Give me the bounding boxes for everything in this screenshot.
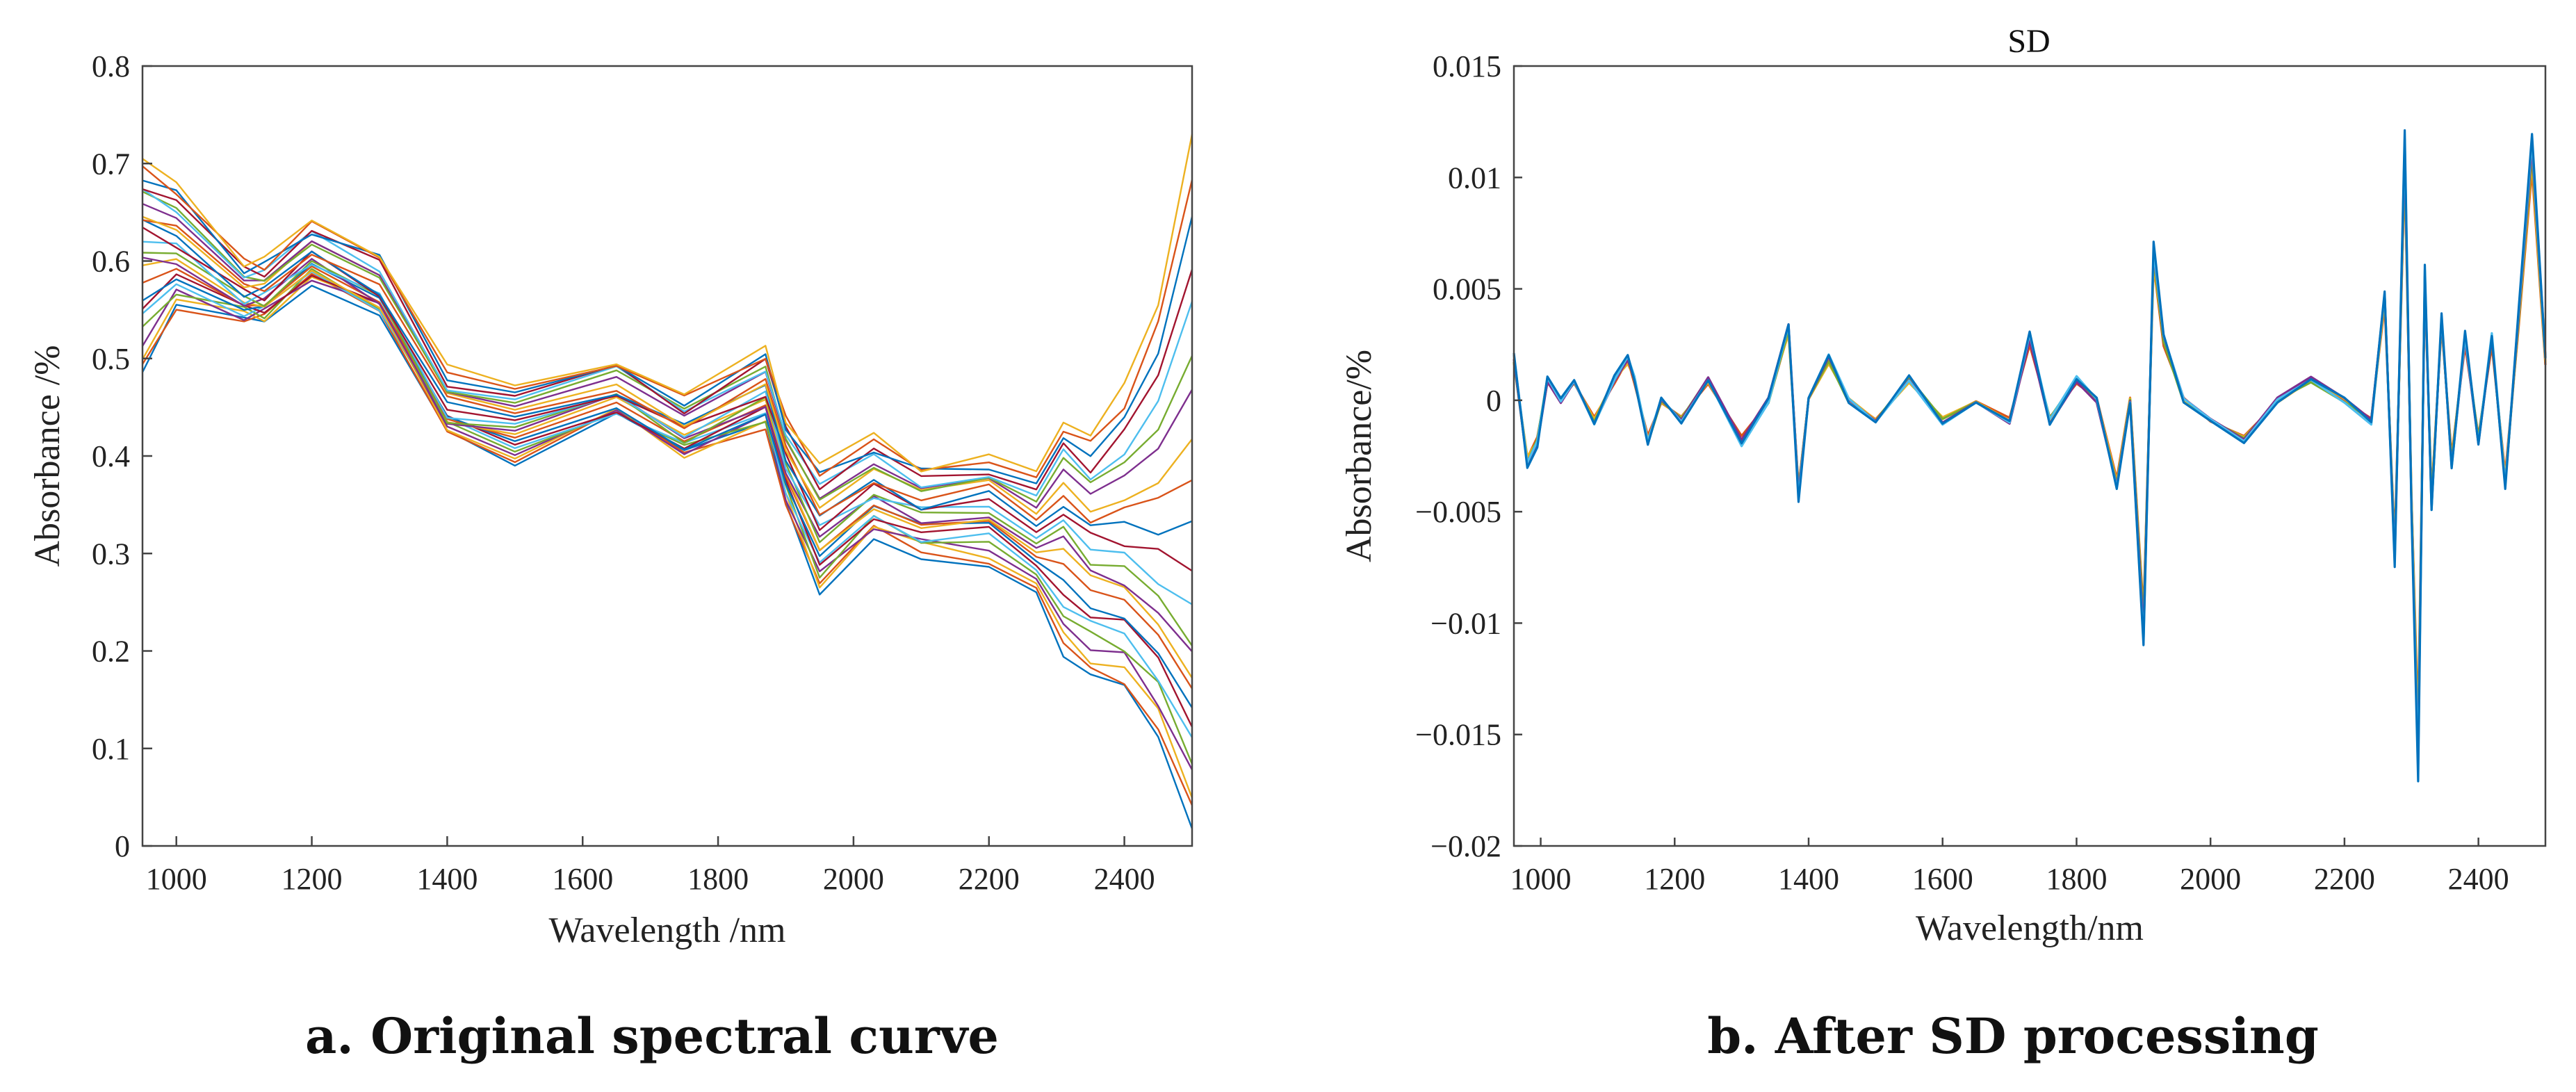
panel-b-x-tick-label: 1800 (2046, 862, 2107, 896)
panel-a-y-tick-label: 0.3 (92, 537, 130, 571)
panel-b-y-axis-label: Absorbance/% (1339, 350, 1379, 562)
panel-a-spectrum-line (142, 133, 1193, 473)
panel-b-y-tick-label: −0.01 (1430, 606, 1501, 640)
panel-a-spectrum-line (142, 218, 1193, 536)
panel-b-sd-spectrum-line (1513, 129, 2547, 783)
panel-b-x-tick-label: 1400 (1778, 862, 1839, 896)
panel-b-x-axis-label: Wavelength/nm (1916, 908, 2144, 948)
panel-a-spectrum-line (142, 190, 1193, 503)
panel-a-x-tick-label: 2400 (1094, 862, 1155, 896)
panel-b-y-tick-label: −0.005 (1415, 495, 1501, 529)
panel-a-spectrum-line (142, 268, 1193, 765)
panel-a-y-tick-label: 0 (115, 829, 130, 863)
panel-b-y-ticks: −0.02 −0.015 −0.01 −0.005 0 0.005 0.01 0.015 (1415, 49, 1522, 863)
panel-a-spectrum-line (142, 263, 1193, 708)
panel-b-x-tick-label: 1000 (1510, 862, 1572, 896)
panel-b-y-tick-label: −0.015 (1415, 718, 1501, 752)
panel-a-spectrum-line (142, 188, 1193, 497)
panel-a-plot-frame (141, 65, 1193, 847)
panel-a-y-tick-label: 0.7 (92, 147, 130, 181)
panel-a-x-tick-label: 1600 (552, 862, 613, 896)
panel-a-y-ticks: 0 0.1 0.2 0.3 0.4 0.5 0.6 0.7 0.8 (92, 49, 152, 863)
panel-b-y-tick-label: 0 (1486, 384, 1501, 418)
panel-a-spectrum-line (141, 284, 1193, 829)
panel-b-after-sd-processing: SD 1000 1200 1400 1600 1800 2000 2200 2400 −0.0… (1339, 23, 2547, 1065)
panel-a-spectrum-line (142, 241, 1193, 605)
panel-a-x-axis-label: Wavelength /nm (549, 911, 786, 950)
panel-b-x-tick-label: 2200 (2314, 862, 2375, 896)
panel-b-x-tick-label: 1200 (1644, 862, 1705, 896)
panel-b-series-group (1513, 129, 2547, 783)
panel-a-y-tick-label: 0.4 (92, 439, 130, 473)
panel-b-x-tick-label: 1600 (1912, 862, 1973, 896)
panel-a-series-group (141, 133, 1193, 829)
panel-b-caption: b. After SD processing (1707, 1007, 2319, 1065)
panel-a-x-tick-label: 1400 (416, 862, 478, 896)
panel-a-original-spectral-curve: 1000 1200 1400 1600 1800 2000 2200 2400 0 0.1 0.2… (28, 49, 1193, 1065)
panel-a-y-tick-label: 0.2 (92, 635, 130, 669)
panel-a-caption: a. Original spectral curve (305, 1007, 999, 1065)
panel-a-spectrum-line (142, 179, 1193, 484)
panel-a-y-tick-label: 0.1 (92, 732, 130, 766)
panel-b-title: SD (2007, 23, 2050, 60)
panel-a-x-tick-label: 1000 (146, 862, 207, 896)
panel-a-y-tick-label: 0.6 (92, 245, 130, 279)
panel-a-y-tick-label: 0.5 (92, 342, 130, 376)
panel-a-spectrum-line (141, 272, 1193, 806)
panel-b-x-tick-label: 2400 (2448, 862, 2509, 896)
panel-a-x-tick-label: 2000 (823, 862, 884, 896)
panel-a-spectrum-line (142, 270, 1193, 738)
panel-b-plot-frame (1513, 65, 2547, 847)
panel-b-y-tick-label: 0.015 (1433, 49, 1501, 83)
panel-a-spectrum-line (142, 258, 1193, 678)
panel-a-x-tick-label: 1200 (282, 862, 343, 896)
panel-a-spectrum-line (142, 203, 1193, 509)
panel-b-y-tick-label: 0.005 (1433, 272, 1501, 307)
panel-b-y-tick-label: 0.01 (1448, 161, 1501, 195)
panel-a-x-tick-label: 1800 (687, 862, 749, 896)
panel-a-spectrum-line (142, 219, 1193, 524)
panel-a-x-tick-label: 2200 (959, 862, 1020, 896)
panel-b-x-ticks: 1000 1200 1400 1600 1800 2000 2200 2400 (1510, 838, 2509, 896)
panel-a-spectrum-line (142, 256, 1193, 653)
panel-a-x-ticks: 1000 1200 1400 1600 1800 2000 2200 2400 (146, 836, 1155, 896)
panel-a-y-tick-label: 0.8 (92, 49, 130, 83)
panel-b-x-tick-label: 2000 (2180, 862, 2241, 896)
panel-a-y-axis-label: Absorbance /% (28, 345, 67, 567)
panel-b-y-tick-label: −0.02 (1430, 829, 1501, 863)
